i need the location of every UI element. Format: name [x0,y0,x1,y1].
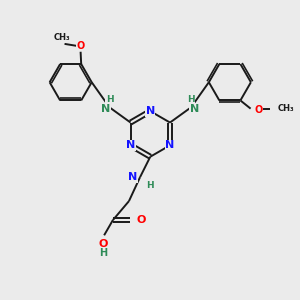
Text: N: N [190,104,199,114]
Text: N: N [146,106,155,116]
Text: N: N [128,172,137,182]
Text: CH₃: CH₃ [278,104,294,113]
Text: N: N [126,140,135,150]
Text: H: H [146,181,154,190]
Text: O: O [255,105,263,115]
Text: N: N [165,140,175,150]
Text: H: H [187,95,195,104]
Text: O: O [137,215,146,225]
Text: N: N [101,104,111,114]
Text: O: O [76,40,85,51]
Text: H: H [106,95,113,104]
Text: H: H [100,248,108,258]
Text: O: O [99,239,108,249]
Text: CH₃: CH₃ [53,33,70,42]
